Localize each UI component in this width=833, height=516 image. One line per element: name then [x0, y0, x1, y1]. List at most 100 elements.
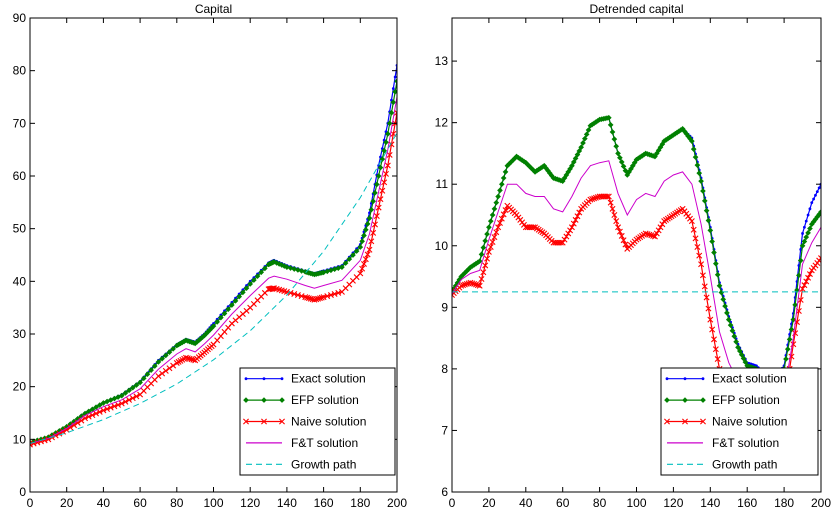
naive-solution-marker: [170, 362, 177, 369]
naive-solution-marker: [366, 246, 373, 253]
efp-solution-marker: [714, 271, 721, 278]
naive-solution-marker: [688, 218, 695, 225]
efp-solution-marker: [729, 327, 736, 334]
naive-solution-marker: [609, 205, 616, 212]
naive-solution-marker: [74, 419, 81, 426]
naive-solution-marker: [294, 292, 301, 299]
x-tick-label: 200: [387, 496, 407, 510]
naive-solution-marker: [67, 424, 74, 431]
naive-solution-marker: [371, 221, 378, 228]
naive-solution-marker: [302, 294, 309, 301]
y-tick-label: 12: [435, 116, 449, 130]
efp-solution-marker: [620, 163, 627, 170]
efp-solution-marker: [742, 359, 749, 365]
naive-solution-marker: [60, 428, 67, 435]
naive-solution-marker: [714, 356, 721, 363]
efp-solution-marker: [705, 217, 712, 224]
naive-solution-marker: [591, 195, 598, 202]
legend-marker-efp-solution: [279, 397, 285, 403]
y-tick-label: 70: [13, 116, 27, 130]
naive-solution-marker: [394, 109, 397, 116]
efp-solution-marker: [390, 99, 397, 106]
x-tick-label: 160: [737, 496, 757, 510]
naive-solution-marker: [104, 406, 111, 412]
naive-solution-marker: [493, 229, 500, 236]
efp-solution-marker: [214, 319, 220, 325]
efp-solution-marker: [381, 147, 387, 154]
naive-solution-marker: [589, 195, 596, 202]
efp-solution-marker: [794, 287, 800, 293]
naive-solution-marker: [305, 295, 312, 302]
efp-solution-marker: [388, 109, 395, 116]
naive-solution-marker: [651, 233, 658, 240]
efp-solution-marker: [576, 148, 583, 154]
efp-solution-marker: [696, 170, 703, 176]
efp-solution-marker: [818, 209, 821, 215]
y-tick-label: 30: [13, 327, 27, 341]
efp-solution-marker: [262, 265, 268, 272]
efp-solution-marker: [502, 169, 509, 175]
efp-solution-marker: [570, 159, 577, 165]
x-tick-label: 0: [449, 496, 456, 510]
naive-solution-marker: [650, 232, 657, 239]
naive-solution-marker: [711, 336, 717, 343]
legend-marker-efp-solution: [243, 397, 249, 403]
naive-solution-marker: [567, 227, 574, 234]
naive-solution-marker: [315, 295, 322, 302]
naive-solution-marker: [576, 209, 583, 216]
legend-marker-exact-solution: [244, 377, 248, 381]
efp-solution-marker: [379, 156, 386, 162]
exact-solution-line: [452, 116, 821, 379]
naive-solution-marker: [690, 226, 697, 233]
efp-solution-marker: [585, 127, 592, 133]
efp-solution-marker: [93, 404, 99, 411]
efp-solution-marker: [617, 154, 623, 161]
efp-solution-marker: [126, 387, 132, 394]
exact-solution-marker: [810, 201, 814, 205]
efp-solution-marker: [373, 181, 380, 188]
naive-solution-marker: [360, 260, 367, 267]
naive-solution-marker: [476, 282, 483, 289]
efp-solution-marker: [500, 175, 507, 181]
efp-solution-marker: [572, 155, 579, 162]
efp-solution-marker: [370, 198, 376, 205]
naive-solution-marker: [381, 179, 388, 186]
efp-solution-marker: [357, 244, 364, 250]
y-tick-label: 20: [13, 380, 27, 394]
efp-solution-marker: [221, 310, 228, 317]
efp-solution-marker: [386, 120, 393, 127]
naive-solution-marker: [618, 232, 625, 239]
naive-solution-marker: [587, 196, 594, 203]
naive-solution-marker: [818, 255, 821, 262]
naive-solution-marker: [320, 294, 327, 301]
efp-solution-marker: [129, 384, 136, 391]
efp-solution-marker: [803, 234, 810, 240]
legend-marker-naive-solution: [243, 418, 249, 425]
efp-solution-marker: [159, 355, 165, 362]
legend-marker-naive-solution: [279, 418, 285, 425]
efp-solution-marker: [580, 140, 586, 146]
naive-solution-marker: [605, 193, 612, 200]
naive-solution-marker: [122, 398, 129, 405]
efp-solution-marker: [240, 289, 246, 296]
x-tick-label: 180: [774, 496, 794, 510]
naive-solution-marker: [318, 294, 325, 301]
legend-marker-efp-solution: [664, 397, 670, 403]
efp-solution-marker: [487, 218, 494, 224]
naive-solution-marker: [472, 281, 479, 288]
naive-solution-marker: [190, 356, 197, 363]
efp-solution-marker: [368, 206, 375, 213]
efp-solution-marker: [582, 135, 588, 142]
efp-solution-marker: [607, 122, 614, 128]
legend-marker-exact-solution: [262, 377, 266, 381]
x-tick-label: 60: [133, 496, 147, 510]
naive-solution-marker: [622, 241, 629, 248]
naive-solution-marker: [485, 248, 492, 255]
y-tick-label: 11: [436, 177, 449, 191]
naive-solution-marker: [797, 296, 804, 303]
naive-solution-marker: [500, 211, 507, 218]
efp-solution-marker: [497, 187, 503, 194]
naive-solution-marker: [463, 280, 470, 287]
naive-solution-marker: [487, 244, 494, 250]
